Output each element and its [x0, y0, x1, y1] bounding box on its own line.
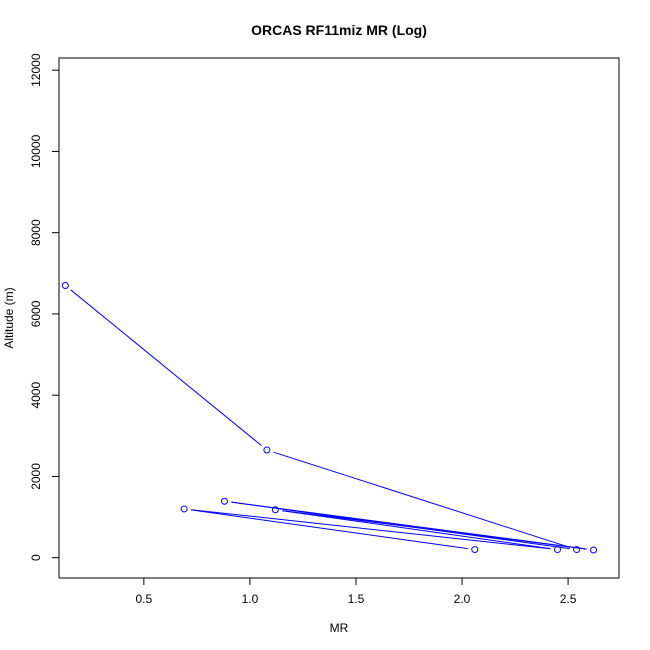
series-line-segment: [191, 509, 468, 550]
x-tick-label: 1.0: [242, 592, 259, 606]
y-tick-label: 0: [29, 554, 43, 561]
x-tick-label: 2.0: [454, 592, 471, 606]
series-lines: [70, 289, 587, 550]
data-point: [471, 546, 479, 554]
y-tick-label: 6000: [29, 300, 43, 327]
series-line-segment: [282, 510, 587, 550]
data-point: [220, 497, 228, 505]
x-axis: 0.5 1.0 1.5 2.0 2.5: [136, 577, 577, 606]
data-point: [553, 546, 561, 554]
data-point: [573, 546, 581, 554]
y-tick-label: 4000: [29, 382, 43, 409]
data-point: [271, 506, 279, 514]
x-axis-label: MR: [330, 621, 349, 635]
y-axis-label: Altitude (m): [2, 287, 16, 348]
series-points: [61, 282, 598, 554]
chart-title: ORCAS RF11miz MR (Log): [251, 22, 427, 38]
data-point: [180, 505, 188, 513]
series-line-segment: [282, 510, 551, 550]
data-point: [61, 282, 69, 289]
x-tick-label: 0.5: [136, 592, 153, 606]
y-tick-label: 10000: [29, 134, 43, 168]
data-point: [263, 446, 271, 454]
y-tick-label: 2000: [29, 463, 43, 490]
y-axis: 0 2000 4000 6000 8000 10000 12000: [29, 53, 60, 561]
y-tick-label: 12000: [29, 53, 43, 87]
y-tick-label: 8000: [29, 219, 43, 246]
series-line-segment: [273, 451, 571, 548]
data-point: [590, 546, 598, 554]
series-line-segment: [70, 289, 262, 446]
x-tick-label: 1.5: [348, 592, 365, 606]
x-tick-label: 2.5: [560, 592, 577, 606]
series-line-segment: [191, 509, 551, 550]
